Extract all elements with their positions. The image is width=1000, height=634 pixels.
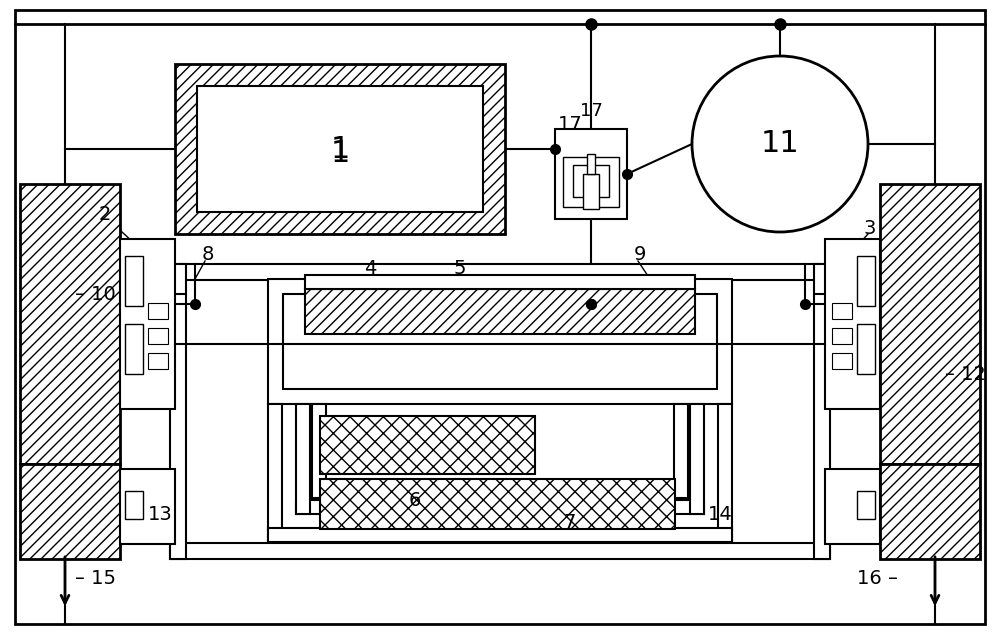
Bar — [283, 294, 717, 389]
Bar — [148, 353, 168, 369]
Bar — [120, 469, 175, 544]
Bar — [573, 165, 609, 197]
Bar — [880, 464, 980, 559]
Text: 8: 8 — [202, 245, 214, 264]
Bar — [718, 404, 732, 542]
Bar — [20, 464, 120, 559]
Bar — [320, 479, 675, 529]
Bar — [175, 64, 505, 234]
Bar — [312, 404, 326, 498]
Bar — [197, 86, 483, 212]
Bar — [814, 264, 830, 559]
Bar — [170, 264, 830, 280]
Text: 1: 1 — [330, 134, 350, 164]
Text: 14: 14 — [708, 505, 732, 524]
Text: 2: 2 — [99, 205, 111, 224]
Bar — [320, 416, 535, 474]
Bar — [880, 184, 980, 464]
Bar — [832, 328, 852, 344]
Bar — [296, 500, 704, 514]
Bar — [170, 264, 186, 559]
Bar — [832, 303, 852, 319]
Text: – 15: – 15 — [75, 569, 116, 588]
Text: – 10: – 10 — [75, 285, 116, 304]
Text: 5: 5 — [454, 259, 466, 278]
Text: 6: 6 — [409, 491, 421, 510]
Bar — [312, 484, 688, 498]
Text: 3: 3 — [864, 219, 876, 238]
Bar — [268, 528, 732, 542]
Text: 17: 17 — [580, 102, 602, 120]
Text: – 12: – 12 — [945, 365, 986, 384]
Bar — [268, 404, 282, 542]
Bar — [825, 469, 880, 544]
Text: 4: 4 — [364, 259, 376, 278]
Bar — [587, 154, 595, 174]
Text: 11: 11 — [761, 129, 799, 158]
Bar — [555, 129, 627, 219]
Bar — [148, 303, 168, 319]
Bar — [125, 491, 143, 519]
Bar — [674, 404, 688, 498]
Bar — [825, 239, 880, 409]
Bar — [305, 289, 695, 334]
Text: 1: 1 — [330, 139, 350, 169]
Bar — [296, 404, 310, 514]
Bar — [20, 184, 120, 464]
Circle shape — [692, 56, 868, 232]
Bar — [305, 275, 695, 289]
Bar — [857, 256, 875, 306]
Bar — [690, 404, 704, 514]
Text: 16 –: 16 – — [857, 569, 898, 588]
Text: 13: 13 — [148, 505, 172, 524]
Text: 17: 17 — [558, 115, 582, 134]
Text: 7: 7 — [564, 512, 576, 531]
Bar — [125, 324, 143, 374]
Bar — [857, 324, 875, 374]
Bar — [583, 174, 599, 209]
Text: 9: 9 — [634, 245, 646, 264]
Bar — [268, 279, 732, 404]
Bar — [125, 256, 143, 306]
Bar — [120, 239, 175, 409]
Bar — [148, 328, 168, 344]
Bar — [170, 543, 830, 559]
Bar — [563, 157, 619, 207]
Bar — [832, 353, 852, 369]
Bar — [857, 491, 875, 519]
